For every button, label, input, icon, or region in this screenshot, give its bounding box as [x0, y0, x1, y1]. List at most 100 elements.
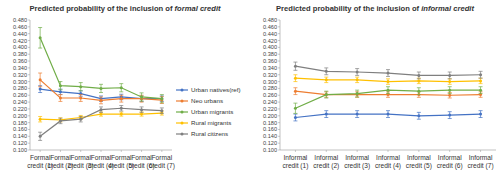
point [100, 108, 103, 111]
point [120, 113, 123, 116]
point [479, 113, 482, 116]
legend-item: Rural citizens [176, 130, 228, 137]
point [448, 80, 451, 83]
legend-item: Neo urbans [176, 97, 223, 104]
point [356, 92, 359, 95]
error-bar [79, 95, 83, 102]
point [387, 113, 390, 116]
y-tick-label: 0.160 [263, 126, 277, 132]
point [325, 93, 328, 96]
error-bar [448, 79, 452, 84]
x-tick [449, 150, 450, 152]
error-bar [38, 73, 42, 87]
error-bar [293, 62, 297, 70]
point [39, 135, 42, 138]
error-bar [417, 72, 421, 79]
point [39, 78, 42, 81]
y-tick-label: 0.180 [263, 120, 277, 126]
x-tick-label: Informalcredit (5) [406, 154, 432, 170]
x-tick [80, 150, 81, 152]
point [479, 89, 482, 92]
y-tick-label: 0.340 [13, 65, 27, 71]
y-tick-label: 0.360 [13, 58, 27, 64]
x-tick [60, 150, 61, 152]
point [325, 70, 328, 73]
x-tick [141, 150, 142, 152]
y-tick-label: 0.280 [13, 85, 27, 91]
legend-label: Rural migrants [191, 119, 231, 126]
point [79, 85, 82, 88]
error-bar [119, 95, 123, 102]
point [417, 114, 420, 117]
chart-panel: Predicted probability of the inclusion o… [13, 4, 241, 170]
error-bar [324, 111, 328, 118]
point [417, 74, 420, 77]
error-bar [448, 93, 452, 98]
error-bar [355, 111, 359, 118]
point [387, 89, 390, 92]
point [356, 78, 359, 81]
point [59, 97, 62, 100]
y-tick-label: 0.160 [13, 126, 27, 132]
point [387, 93, 390, 96]
x-tick [161, 150, 162, 152]
point [79, 97, 82, 100]
point [79, 92, 82, 95]
y-tick-label: 0.420 [263, 38, 277, 44]
y-axis [30, 20, 31, 150]
legend-label: Rural citizens [191, 130, 228, 137]
point [448, 74, 451, 77]
error-bar [479, 111, 483, 118]
legend-label: Urban natives(ref) [191, 86, 241, 93]
error-bar [293, 103, 297, 113]
point [120, 107, 123, 110]
error-bar [355, 90, 359, 97]
legend-item: Urban migrants [176, 108, 233, 115]
y-tick-label: 0.200 [13, 113, 27, 119]
point [387, 80, 390, 83]
legend-item: Urban natives(ref) [176, 86, 241, 93]
x-tick [418, 150, 419, 152]
legend-label: Neo urbans [191, 97, 223, 104]
point [79, 118, 82, 121]
plot-area [38, 28, 164, 141]
y-tick-label: 0.260 [13, 92, 27, 98]
point [448, 114, 451, 117]
error-bar [99, 97, 103, 104]
point [140, 95, 143, 98]
y-tick-label: 0.220 [13, 106, 27, 112]
error-bar [355, 69, 359, 76]
x-tick [40, 150, 41, 152]
series-line [40, 108, 162, 136]
point [387, 72, 390, 75]
error-bar [417, 88, 421, 95]
point [479, 79, 482, 82]
error-bar [58, 89, 62, 94]
point [448, 89, 451, 92]
legend-item: Rural migrants [176, 119, 231, 126]
point [120, 86, 123, 89]
x-tick-label: Informalcredit (6) [437, 154, 463, 170]
error-bar [293, 88, 297, 95]
error-bar [79, 83, 83, 91]
error-bar [58, 82, 62, 90]
point [417, 90, 420, 93]
legend-label: Urban migrants [191, 108, 233, 115]
error-bar [479, 78, 483, 83]
y-tick-label: 0.140 [13, 133, 27, 139]
point [59, 90, 62, 93]
error-bar [58, 95, 62, 102]
plot-area [293, 62, 482, 121]
x-tick [388, 150, 389, 152]
error-bar [160, 108, 164, 113]
x-tick-label: Informalcredit (4) [375, 154, 401, 170]
error-bar [324, 68, 328, 75]
error-bar [58, 118, 62, 122]
error-bar [140, 93, 144, 101]
chart-title: Predicted probability of the inclusion o… [29, 4, 221, 13]
point [325, 113, 328, 116]
x-tick-label: Informalcredit (2) [313, 154, 339, 170]
error-bar [417, 112, 421, 119]
y-tick-label: 0.220 [263, 106, 277, 112]
y-tick-label: 0.400 [263, 44, 277, 50]
